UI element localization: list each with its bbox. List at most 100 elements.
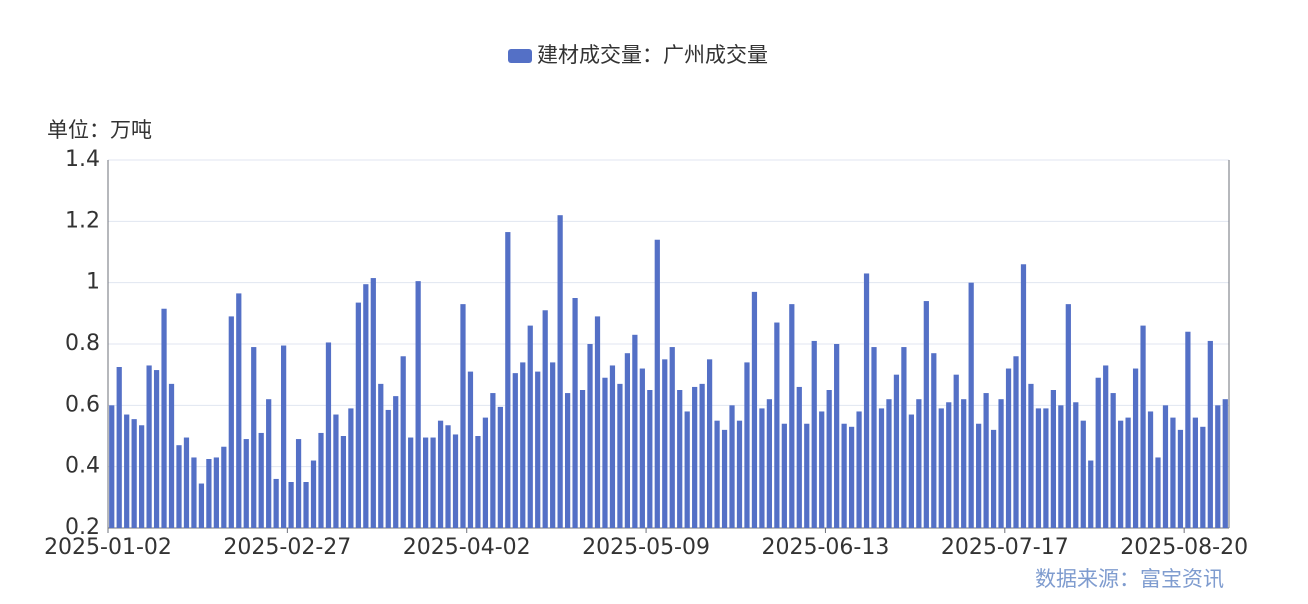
bar (400, 356, 406, 528)
bar (759, 408, 765, 528)
bar (908, 414, 914, 528)
bar (191, 457, 197, 528)
bar (692, 386, 698, 528)
bar (609, 365, 616, 528)
bar (1162, 405, 1169, 528)
x-tick-label: 2025-06-13 (762, 535, 890, 560)
bar (617, 383, 623, 528)
bar (146, 365, 152, 528)
bar (124, 414, 130, 528)
bar (1110, 393, 1116, 528)
bar (370, 278, 376, 528)
x-tick-label: 2025-08-20 (1120, 535, 1248, 560)
bar (886, 399, 892, 528)
bar (527, 325, 533, 528)
bar (393, 396, 399, 528)
bar (1200, 426, 1206, 528)
bar (1050, 390, 1056, 528)
unit-label: 单位：万吨 (47, 118, 152, 142)
bar (901, 347, 907, 528)
bar (781, 423, 787, 528)
bar (460, 304, 466, 528)
bar (706, 359, 713, 528)
bar (564, 393, 571, 528)
bar (228, 316, 234, 528)
bar (647, 390, 653, 528)
bar (871, 347, 877, 528)
bar (467, 371, 474, 528)
bar (714, 420, 720, 528)
bar (811, 340, 817, 528)
bar (1140, 325, 1146, 528)
bar (355, 302, 361, 528)
legend-label[interactable]: 建材成交量：广州成交量 (537, 43, 768, 67)
bar (863, 273, 870, 528)
legend-swatch[interactable] (508, 49, 532, 63)
bar (325, 342, 332, 528)
source: 数据来源：富宝资讯 (1035, 567, 1224, 591)
x-tick-label: 2025-04-02 (403, 535, 531, 560)
bar (1222, 399, 1228, 528)
bar (176, 445, 182, 528)
bar (408, 437, 414, 528)
bar (774, 322, 780, 528)
bar (310, 460, 317, 528)
bar (751, 291, 758, 528)
bar (1020, 264, 1027, 528)
y-tick-label: 1.2 (65, 208, 100, 233)
bar (721, 429, 728, 528)
bar (819, 411, 825, 528)
bar (1095, 377, 1101, 528)
bar (221, 446, 227, 528)
bar (834, 344, 840, 528)
bar (1207, 340, 1213, 528)
bar (736, 420, 743, 528)
bar (946, 402, 952, 528)
bar (1185, 331, 1191, 528)
bar (1170, 417, 1176, 528)
bar (385, 409, 391, 528)
bar (1065, 304, 1071, 528)
bar (482, 417, 489, 528)
x-tick-label: 2025-01-02 (44, 535, 172, 560)
bar (878, 408, 885, 528)
bar (505, 232, 511, 529)
bar (236, 293, 242, 528)
bar (632, 334, 638, 528)
bar (572, 298, 578, 528)
bar (848, 426, 855, 528)
y-tick-label: 0.2 (65, 515, 100, 540)
bar (998, 399, 1004, 528)
bar (281, 345, 287, 528)
bar (475, 436, 481, 528)
bar (348, 408, 354, 528)
x-tick-label: 2025-07-17 (941, 535, 1069, 560)
bar (766, 399, 773, 528)
bar (1088, 460, 1094, 528)
bar (303, 482, 309, 528)
bar (1192, 417, 1198, 528)
bar (535, 371, 541, 528)
bar (654, 239, 660, 528)
bar (1125, 417, 1131, 528)
bar (1035, 408, 1042, 528)
bar (497, 406, 503, 528)
bar (624, 353, 631, 528)
bar (744, 362, 750, 528)
bar (1177, 429, 1184, 528)
bar (1073, 402, 1079, 528)
bar (1147, 411, 1154, 528)
bar (729, 405, 735, 528)
bar (983, 393, 989, 528)
bar (333, 414, 339, 528)
bar (594, 316, 601, 528)
bar (916, 399, 922, 528)
bar (490, 393, 496, 528)
bar (251, 347, 257, 528)
bar (1132, 368, 1139, 528)
bar (968, 282, 974, 528)
bar (318, 432, 324, 528)
bar (243, 439, 249, 528)
y-tick-label: 0.4 (65, 454, 100, 479)
